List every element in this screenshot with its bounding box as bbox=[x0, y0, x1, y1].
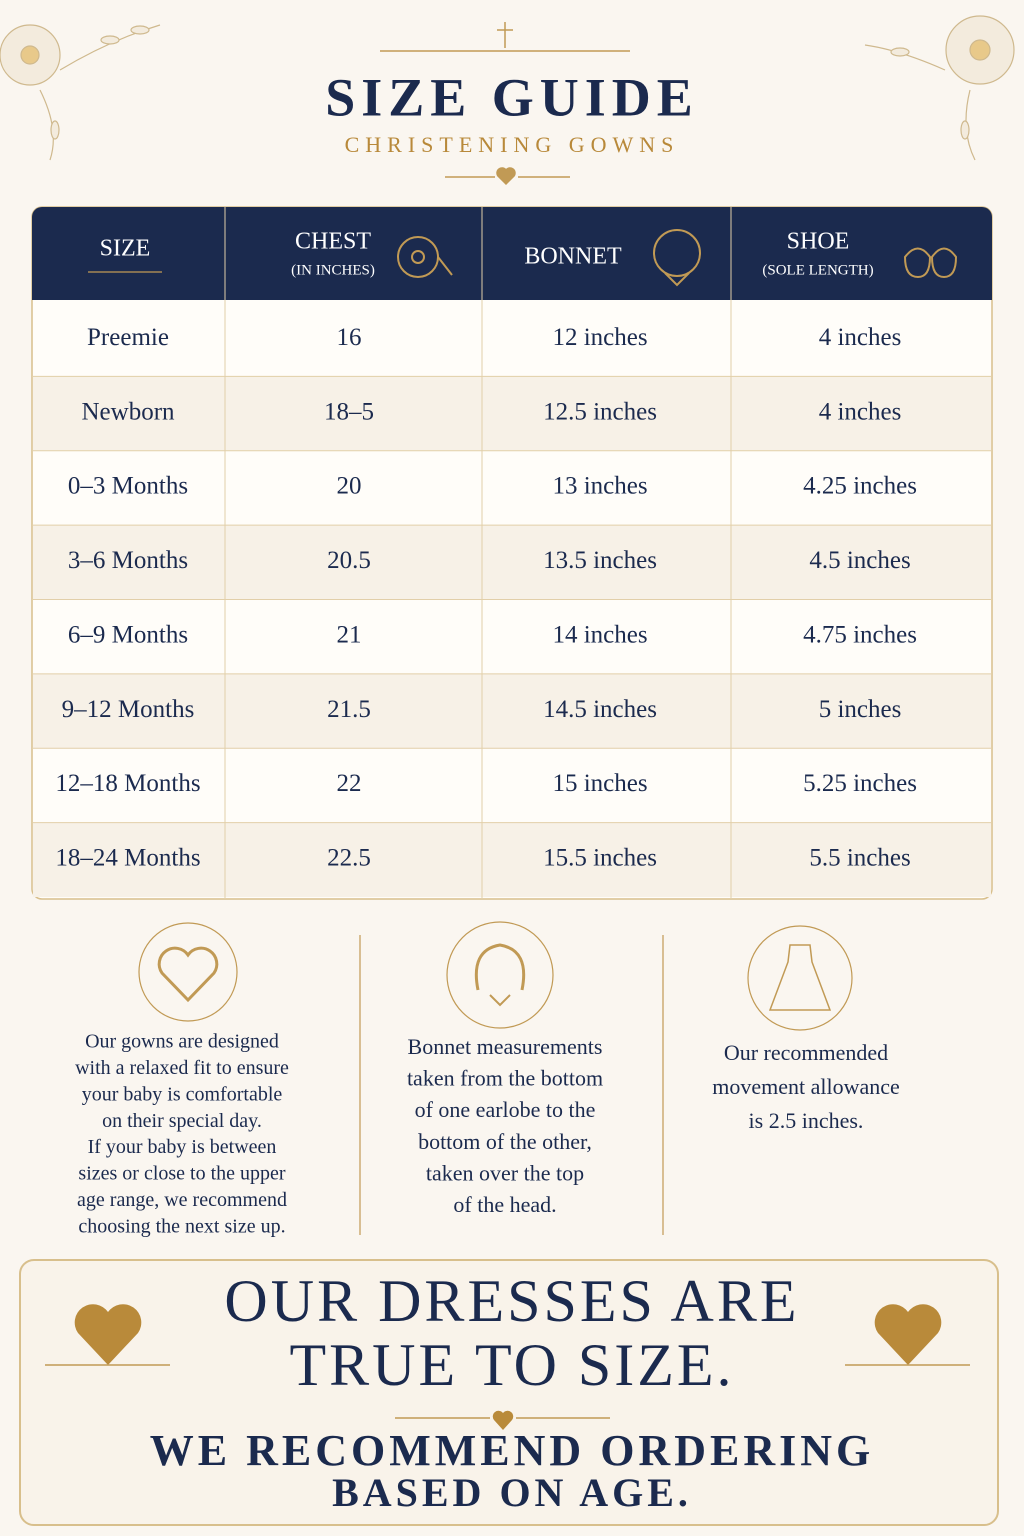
header-label: SHOE bbox=[787, 229, 850, 255]
cell: 5 inches bbox=[819, 696, 902, 723]
note-line: If your baby is between bbox=[88, 1136, 277, 1158]
cell: 14.5 inches bbox=[543, 696, 657, 723]
cell: 3–6 Months bbox=[68, 547, 188, 574]
note-line: age range, we recommend bbox=[77, 1189, 287, 1211]
row-shade bbox=[33, 525, 991, 600]
cell: 4.5 inches bbox=[809, 547, 910, 574]
cell: 4.75 inches bbox=[803, 621, 917, 648]
cell: 13.5 inches bbox=[543, 547, 657, 574]
header-label: CHEST bbox=[295, 229, 371, 255]
cell: Preemie bbox=[87, 324, 169, 351]
cell: 14 inches bbox=[552, 621, 647, 648]
cell: 4 inches bbox=[819, 398, 902, 425]
banner-frame bbox=[19, 1259, 999, 1526]
cell: 4.25 inches bbox=[803, 473, 917, 500]
note-line: Our recommended bbox=[724, 1040, 888, 1065]
note-line: with a relaxed fit to ensure bbox=[75, 1057, 289, 1079]
size-table: SIZE CHEST (IN INCHES) BONNET SHOE (SOLE LENG… bbox=[32, 207, 992, 899]
cell: 0–3 Months bbox=[68, 473, 188, 500]
note-line: Bonnet measurements bbox=[408, 1034, 603, 1059]
cell: 12 inches bbox=[552, 324, 647, 351]
floral-right bbox=[864, 15, 1015, 161]
cell: 5.25 inches bbox=[803, 770, 917, 797]
note-line: is 2.5 inches. bbox=[749, 1108, 864, 1133]
cell: 22 bbox=[337, 770, 362, 797]
cell: 6–9 Months bbox=[68, 621, 188, 648]
note-line: taken over the top bbox=[426, 1160, 584, 1185]
cell: 12.5 inches bbox=[543, 398, 657, 425]
note-line: Our gowns are designed bbox=[85, 1031, 279, 1053]
row-shade bbox=[33, 822, 991, 897]
banner-sub-line: WE RECOMMEND ORDERING bbox=[150, 1426, 874, 1475]
cell: 5.5 inches bbox=[809, 845, 910, 872]
header-ornament bbox=[380, 22, 630, 186]
note-line: movement allowance bbox=[712, 1074, 900, 1099]
banner-rules bbox=[45, 1364, 970, 1419]
cell: 15.5 inches bbox=[543, 845, 657, 872]
note-line: on their special day. bbox=[102, 1110, 262, 1132]
header-sub: (SOLE LENGTH) bbox=[762, 262, 873, 278]
cell: 22.5 bbox=[327, 845, 371, 872]
banner-line: TRUE TO SIZE. bbox=[289, 1332, 734, 1398]
title: SIZE GUIDE bbox=[325, 67, 699, 127]
header-label: BONNET bbox=[524, 244, 622, 270]
cell: 18–24 Months bbox=[55, 845, 200, 872]
row-shade bbox=[33, 376, 991, 451]
header-icons bbox=[88, 229, 958, 287]
subtitle: CHRISTENING GOWNS bbox=[345, 132, 680, 157]
cell: 21 bbox=[337, 621, 362, 648]
table-header-bg bbox=[32, 207, 992, 300]
cell: 4 inches bbox=[819, 324, 902, 351]
cell: 12–18 Months bbox=[55, 770, 200, 797]
note-line: choosing the next size up. bbox=[78, 1215, 285, 1237]
header-sub: (IN INCHES) bbox=[291, 262, 375, 278]
banner-line: OUR DRESSES ARE bbox=[224, 1268, 799, 1334]
cell: 9–12 Months bbox=[62, 696, 195, 723]
header-label: SIZE bbox=[100, 236, 151, 262]
cell: 20.5 bbox=[327, 547, 371, 574]
cell: Newborn bbox=[81, 398, 175, 425]
banner-sub-line: BASED ON AGE. bbox=[332, 1470, 692, 1515]
cell: 20 bbox=[337, 473, 362, 500]
note-icons bbox=[138, 921, 853, 1235]
note-line: of the head. bbox=[453, 1192, 556, 1217]
note-line: your baby is comfortable bbox=[82, 1083, 283, 1105]
cell: 15 inches bbox=[552, 770, 647, 797]
cell: 16 bbox=[337, 324, 362, 351]
note-line: sizes or close to the upper bbox=[78, 1163, 285, 1185]
banner-hearts bbox=[74, 1304, 942, 1430]
cell: 13 inches bbox=[552, 473, 647, 500]
floral-left bbox=[0, 24, 161, 161]
note-line: bottom of the other, bbox=[418, 1129, 592, 1154]
note-line: of one earlobe to the bbox=[415, 1097, 596, 1122]
cell: 21.5 bbox=[327, 696, 371, 723]
notes: Our gowns are designed with a relaxed fit… bbox=[75, 1031, 900, 1238]
cell: 18–5 bbox=[324, 398, 374, 425]
note-line: taken from the bottom bbox=[407, 1066, 603, 1091]
row-shade bbox=[33, 673, 991, 749]
